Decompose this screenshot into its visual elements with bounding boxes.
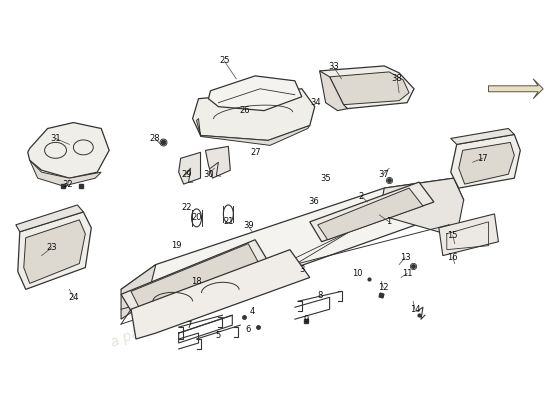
- Polygon shape: [192, 89, 315, 140]
- Text: 26: 26: [239, 106, 250, 115]
- Polygon shape: [131, 244, 260, 315]
- Text: 11: 11: [402, 269, 412, 278]
- Text: 28: 28: [150, 134, 160, 143]
- Polygon shape: [18, 212, 91, 289]
- Text: 34: 34: [310, 98, 321, 107]
- Text: 17: 17: [477, 154, 488, 163]
- Polygon shape: [310, 182, 434, 242]
- Text: 13: 13: [400, 253, 410, 262]
- Text: 12: 12: [378, 283, 388, 292]
- Text: 2: 2: [359, 192, 364, 200]
- Text: 4: 4: [250, 307, 255, 316]
- Polygon shape: [329, 72, 409, 105]
- Text: 10: 10: [352, 269, 362, 278]
- Polygon shape: [451, 134, 520, 188]
- Polygon shape: [459, 142, 514, 184]
- Text: 6: 6: [245, 324, 251, 334]
- Text: 33: 33: [328, 62, 339, 72]
- Text: 27: 27: [251, 148, 261, 157]
- Polygon shape: [379, 178, 464, 235]
- Text: 30: 30: [203, 170, 214, 179]
- Text: 31: 31: [50, 134, 61, 143]
- Text: a passion since 1985: a passion since 1985: [109, 282, 250, 350]
- Text: 14: 14: [410, 305, 420, 314]
- Polygon shape: [318, 188, 423, 240]
- Text: 21: 21: [223, 217, 234, 226]
- Text: 18: 18: [191, 277, 202, 286]
- Text: 16: 16: [448, 253, 458, 262]
- Polygon shape: [206, 146, 230, 178]
- Polygon shape: [208, 76, 302, 111]
- Text: 23: 23: [46, 243, 57, 252]
- Polygon shape: [196, 118, 310, 145]
- Polygon shape: [24, 220, 85, 284]
- Polygon shape: [28, 122, 109, 178]
- Polygon shape: [451, 128, 514, 144]
- Text: 22: 22: [182, 204, 192, 212]
- Polygon shape: [121, 178, 464, 309]
- Text: 24: 24: [68, 293, 79, 302]
- Polygon shape: [131, 250, 310, 339]
- Text: eurosports: eurosports: [156, 184, 408, 318]
- Text: 37: 37: [378, 170, 389, 179]
- Text: 35: 35: [320, 174, 331, 183]
- Polygon shape: [121, 240, 270, 319]
- Text: 15: 15: [448, 231, 458, 240]
- Text: 20: 20: [191, 213, 202, 222]
- Text: 5: 5: [216, 330, 221, 340]
- Text: 29: 29: [182, 170, 192, 179]
- Text: 25: 25: [219, 56, 229, 66]
- Polygon shape: [121, 264, 156, 319]
- Text: 32: 32: [62, 180, 73, 189]
- Text: 19: 19: [172, 241, 182, 250]
- Text: 1: 1: [387, 217, 392, 226]
- Polygon shape: [488, 79, 543, 99]
- Text: 8: 8: [317, 291, 322, 300]
- Polygon shape: [439, 214, 498, 256]
- Text: 39: 39: [243, 221, 254, 230]
- Polygon shape: [179, 152, 201, 184]
- Polygon shape: [16, 205, 84, 232]
- Text: 38: 38: [392, 74, 403, 83]
- Text: 7: 7: [186, 321, 191, 330]
- Polygon shape: [320, 66, 414, 109]
- Polygon shape: [30, 160, 101, 186]
- Text: 9: 9: [303, 315, 309, 324]
- Text: 36: 36: [309, 198, 319, 206]
- Polygon shape: [320, 71, 348, 111]
- Text: 3: 3: [299, 265, 305, 274]
